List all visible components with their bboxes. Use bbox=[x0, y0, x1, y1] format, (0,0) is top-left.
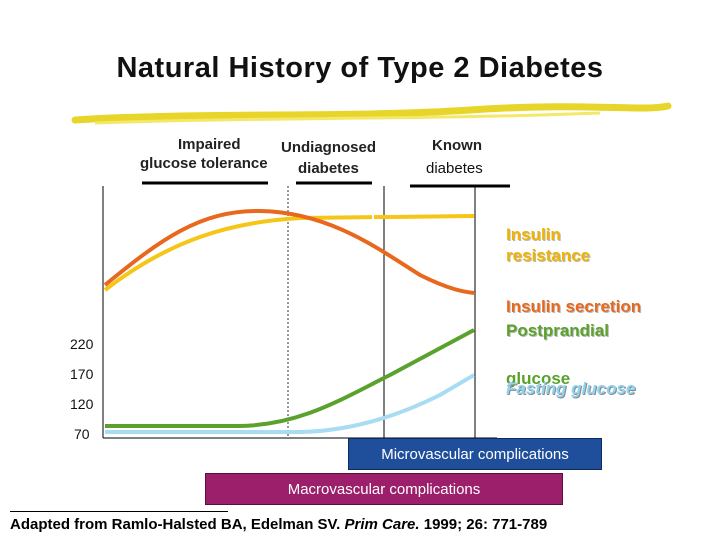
stage-label-known-diabetes: diabetes bbox=[426, 160, 483, 177]
citation-prefix: Adapted from Ramlo-Halsted BA, Edelman S… bbox=[10, 516, 345, 533]
y-tick-120: 120 bbox=[70, 396, 94, 412]
label-postprandial: Postprandial bbox=[506, 321, 609, 340]
y-tick-170: 170 bbox=[70, 366, 94, 382]
label-insulin-secretion: Insulin secretion bbox=[506, 297, 642, 316]
stage-label-diabetes: diabetes bbox=[298, 160, 359, 177]
microvascular-complications-bar: Microvascular complications bbox=[348, 438, 602, 470]
stage-label-glucose-tolerance: glucose tolerance bbox=[140, 155, 268, 172]
postprandial-glucose-curve bbox=[105, 328, 475, 428]
label-insulin-resistance-line2: resistance bbox=[506, 246, 591, 265]
stage-label-impaired: Impaired bbox=[178, 136, 241, 153]
y-tick-220: 220 bbox=[70, 336, 94, 352]
insulin-secretion-curve bbox=[103, 208, 475, 295]
citation-journal: Prim Care. bbox=[344, 516, 420, 533]
citation-suffix: 1999; 26: 771-789 bbox=[419, 516, 548, 533]
title-underline bbox=[71, 102, 672, 124]
insulin-resistance-curve bbox=[103, 214, 475, 292]
citation: Adapted from Ramlo-Halsted BA, Edelman S… bbox=[10, 516, 547, 533]
slide-title: Natural History of Type 2 Diabetes bbox=[116, 52, 604, 84]
label-glucose: glucose bbox=[506, 369, 571, 388]
citation-rule bbox=[10, 511, 228, 512]
title-underline-highlight bbox=[94, 111, 601, 125]
stage-label-undiagnosed: Undiagnosed bbox=[281, 139, 377, 156]
y-tick-70: 70 bbox=[74, 426, 90, 442]
fasting-glucose-curve bbox=[105, 373, 476, 434]
label-insulin-resistance-line1: Insulin bbox=[506, 225, 561, 244]
macrovascular-complications-bar: Macrovascular complications bbox=[205, 473, 563, 505]
label-fasting-glucose: Fasting glucose bbox=[506, 379, 636, 398]
stage-label-known: Known bbox=[432, 137, 482, 154]
label-insulin-resistance: Insulin resistance bbox=[506, 224, 590, 266]
